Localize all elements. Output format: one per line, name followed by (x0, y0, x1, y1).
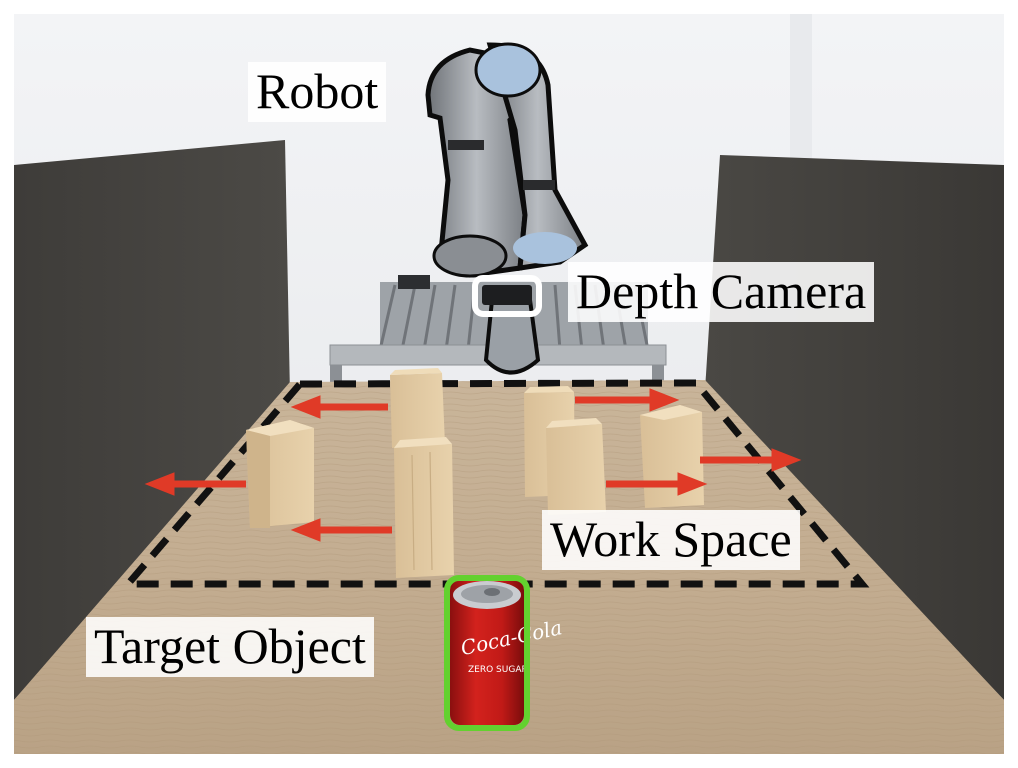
label-work-space: Work Space (542, 510, 800, 570)
push-arrows (144, 388, 802, 542)
can-sub-text: ZERO SUGAR (468, 665, 528, 675)
wood-block-5 (546, 418, 606, 515)
arrow-right-mid (606, 472, 708, 496)
label-depth-camera: Depth Camera (568, 262, 875, 322)
wood-block-3 (246, 420, 314, 528)
label-robot: Robot (248, 62, 387, 122)
workspace-outline (120, 379, 870, 588)
arrow-left-low (290, 518, 392, 542)
arrow-right-top (575, 388, 680, 412)
target-can: Coca-Cola ZERO SUGAR (444, 575, 564, 731)
arrow-left-mid (144, 472, 246, 496)
depth-camera (472, 275, 542, 317)
wood-block-4 (640, 405, 704, 508)
arrow-left-top (290, 395, 388, 419)
robot-arm (425, 42, 589, 375)
wood-block-1 (390, 368, 445, 448)
label-target-object: Target Object (86, 617, 374, 677)
wood-block-6 (394, 437, 454, 578)
left-partition-panel (14, 140, 290, 700)
arrow-right-far (700, 448, 802, 472)
wall-column (790, 14, 812, 164)
